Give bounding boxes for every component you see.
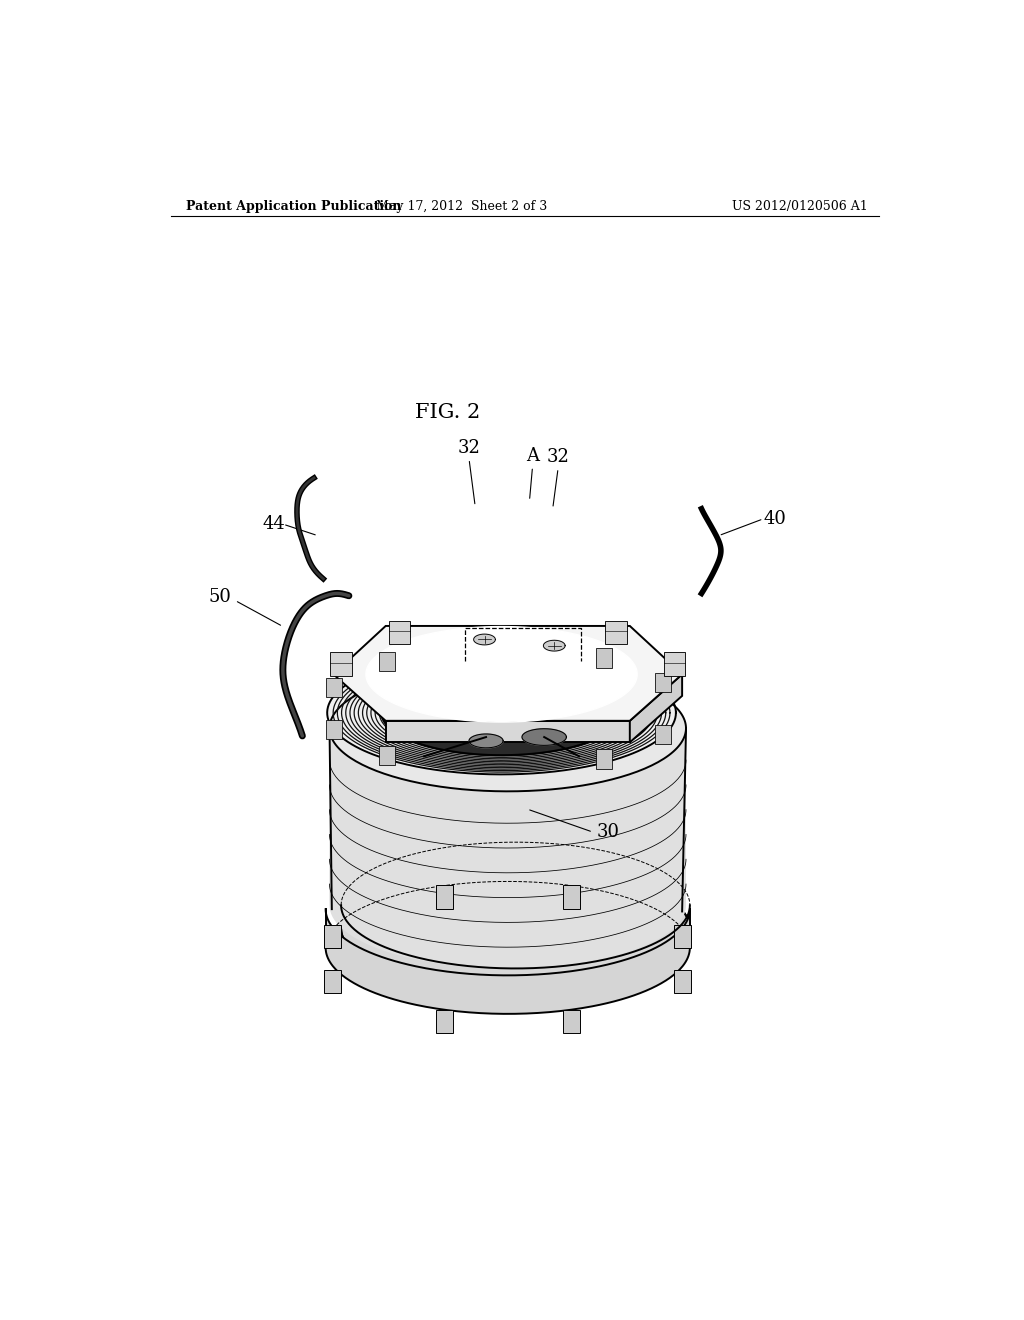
Polygon shape — [334, 626, 682, 721]
Text: 44: 44 — [262, 515, 285, 533]
Text: A: A — [526, 447, 539, 465]
Polygon shape — [326, 909, 690, 1014]
Polygon shape — [328, 651, 676, 775]
Polygon shape — [379, 746, 394, 766]
Polygon shape — [386, 721, 630, 742]
Text: 30: 30 — [597, 824, 620, 841]
Text: 32: 32 — [458, 440, 480, 457]
Text: US 2012/0120506 A1: US 2012/0120506 A1 — [732, 199, 868, 213]
Polygon shape — [435, 886, 453, 908]
Polygon shape — [379, 652, 394, 671]
Text: 40: 40 — [764, 510, 786, 528]
Polygon shape — [331, 652, 352, 676]
Text: 32: 32 — [547, 449, 569, 466]
Polygon shape — [544, 640, 565, 651]
Polygon shape — [522, 729, 566, 746]
Polygon shape — [630, 675, 682, 742]
Polygon shape — [366, 627, 637, 722]
Polygon shape — [327, 678, 342, 697]
Polygon shape — [325, 925, 341, 948]
Polygon shape — [563, 886, 580, 908]
Polygon shape — [341, 867, 690, 990]
Text: May 17, 2012  Sheet 2 of 3: May 17, 2012 Sheet 2 of 3 — [376, 199, 547, 213]
Polygon shape — [330, 665, 686, 906]
Polygon shape — [381, 671, 622, 755]
Polygon shape — [435, 1010, 453, 1034]
Polygon shape — [655, 673, 671, 692]
Text: Patent Application Publication: Patent Application Publication — [186, 199, 401, 213]
Polygon shape — [674, 925, 691, 948]
Polygon shape — [389, 620, 411, 644]
Polygon shape — [664, 652, 685, 676]
Polygon shape — [341, 867, 690, 990]
Polygon shape — [330, 729, 686, 969]
Text: FIG. 2: FIG. 2 — [415, 403, 480, 422]
Polygon shape — [674, 970, 691, 994]
Text: 50: 50 — [208, 589, 230, 606]
Polygon shape — [655, 725, 671, 744]
Polygon shape — [563, 1010, 580, 1034]
Polygon shape — [325, 970, 341, 994]
Polygon shape — [469, 734, 503, 748]
Polygon shape — [596, 648, 611, 668]
Polygon shape — [605, 620, 627, 644]
Polygon shape — [327, 719, 342, 739]
Polygon shape — [474, 634, 496, 645]
Polygon shape — [596, 750, 611, 768]
